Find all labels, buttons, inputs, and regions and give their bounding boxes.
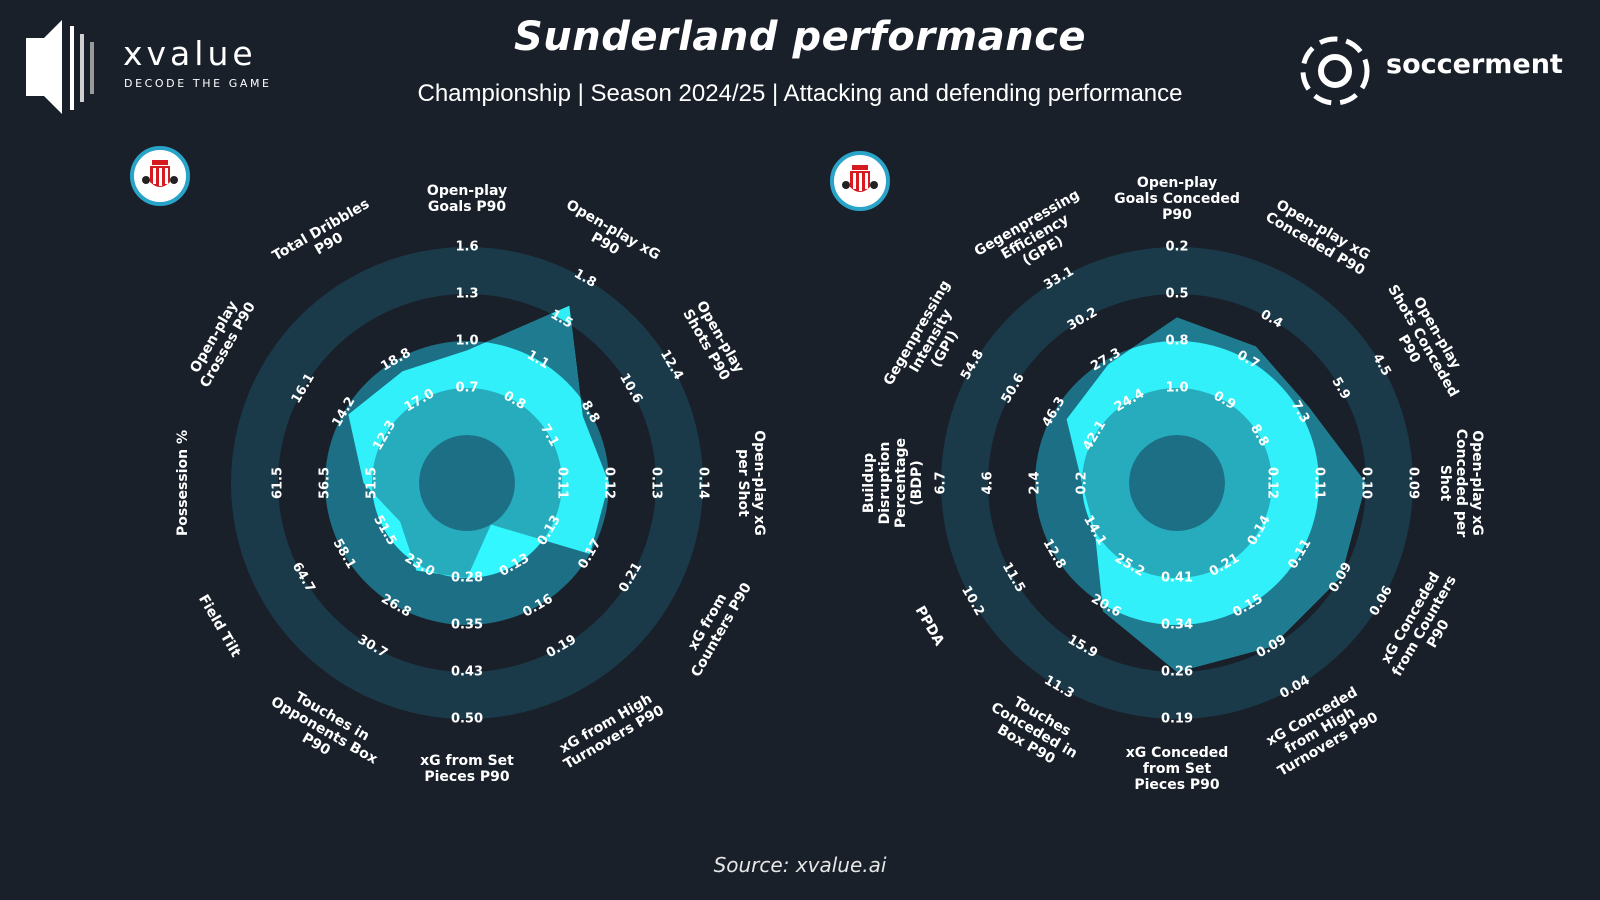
xvalue-tagline: DECODE THE GAME <box>124 77 272 90</box>
attacking-tick-label: 0.28 <box>451 571 483 586</box>
defending-radar-chart: 1.0 0.8 0.5 0.2 0.9 0.7 0.4 8.8 7.3 5.9 4.5 0.12 0.1… <box>710 135 1510 815</box>
attacking-tick-label: 56.5 <box>318 467 333 499</box>
defending-metric-label: xG Conceded from Set Pieces P90 <box>1126 745 1229 793</box>
soccerment-ball-logo <box>1300 36 1370 106</box>
attacking-metric-label: Open-play xGper Shot <box>735 430 767 536</box>
attacking-tick-label: 0.14 <box>696 467 711 499</box>
xvalue-bars-logo <box>26 20 94 114</box>
attacking-tick-label: 0.7 <box>455 381 478 396</box>
defending-tick-label: 2.4 <box>1028 471 1043 494</box>
attacking-tick-label: 0.43 <box>451 665 483 680</box>
defending-tick-label: 0.11 <box>1312 467 1327 499</box>
attacking-tick-label: 0.11 <box>555 467 570 499</box>
xvalue-brand-name: xvalue <box>123 34 257 73</box>
soccerment-brand-name: soccerment <box>1386 49 1563 80</box>
source-caption: Source: xvalue.ai <box>713 853 887 877</box>
attacking-radar-svg: 0.71.01.31.60.81.11.51.87.18.810.612.40.… <box>175 183 767 785</box>
defending-metric-label: Open-play xGConceded P90 <box>1263 195 1376 279</box>
attacking-metric-label: xG from HighTurnovers P90 <box>553 688 667 772</box>
sunderland-crest-icon <box>830 151 890 211</box>
attacking-metric-label: Possession % <box>175 430 191 536</box>
defending-tick-label: 0.5 <box>1165 287 1188 302</box>
attacking-tick-label: 1.3 <box>455 287 478 302</box>
attacking-tick-label: 0.12 <box>602 467 617 499</box>
header: xvalue DECODE THE GAME Sunderland perfor… <box>0 0 1600 130</box>
attacking-tick-label: 0.50 <box>451 712 483 727</box>
attacking-metric-label: Field Tilt <box>195 592 244 660</box>
page-title: Sunderland performance <box>513 14 1087 60</box>
defending-radar-svg: 1.00.80.50.20.90.70.48.87.35.94.50.12 0.1… <box>861 175 1485 793</box>
attacking-tick-label: 0.35 <box>451 618 483 633</box>
defending-tick-label: 0.41 <box>1161 571 1193 586</box>
attacking-metric-label: Total DribblesP90 <box>270 196 381 278</box>
attacking-metric-label: Open-play xGP90 <box>555 197 662 277</box>
attacking-tick-label: 1.0 <box>455 334 478 349</box>
defending-metric-label: TouchesConceded inBox P90 <box>980 686 1088 776</box>
attacking-tick-label: 51.5 <box>365 467 380 499</box>
defending-tick-label: 0.12 <box>1265 467 1280 499</box>
page-subtitle: Championship | Season 2024/25 | Attackin… <box>417 80 1183 107</box>
defending-tick-label: 0.2 <box>1075 471 1090 494</box>
attacking-tick-label: 61.5 <box>271 467 286 499</box>
defending-metric-label: PPDA <box>912 603 947 648</box>
defending-tick-label: 0.34 <box>1161 618 1193 633</box>
defending-tick-label: 0.2 <box>1165 240 1188 255</box>
defending-tick-label: 4.6 <box>981 471 996 494</box>
attacking-metric-label: xG from Set Pieces P90 <box>420 753 514 785</box>
attacking-tick-label: 0.13 <box>649 467 664 499</box>
sunderland-crest-icon <box>130 146 190 206</box>
defending-tick-label: 6.7 <box>934 471 949 494</box>
defending-tick-label: 0.8 <box>1165 334 1188 349</box>
defending-tick-label: 0.19 <box>1161 712 1193 727</box>
attacking-metric-label: Open-playCrosses P90 <box>183 291 259 390</box>
attacking-tick-label: 1.6 <box>455 240 478 255</box>
defending-metric-label: BuildupDisruptionPercentage(BDP) <box>861 438 925 528</box>
defending-metric-label: Open-play Goals Conceded P90 <box>1114 175 1240 223</box>
attacking-metric-label: Open-play Goals P90 <box>427 183 507 215</box>
defending-tick-label: 1.0 <box>1165 381 1188 396</box>
defending-tick-label: 0.26 <box>1161 665 1193 680</box>
defending-tick-label: 0.09 <box>1406 467 1421 499</box>
attacking-radar-chart: 0.7 1.0 1.3 1.6 0.8 1.1 1.5 1.8 7.1 8.8 10.6 12.4 0.… <box>0 135 800 815</box>
defending-metric-label: Open-play xGConceded perShot <box>1437 429 1485 538</box>
defending-tick-label: 0.10 <box>1359 467 1374 499</box>
